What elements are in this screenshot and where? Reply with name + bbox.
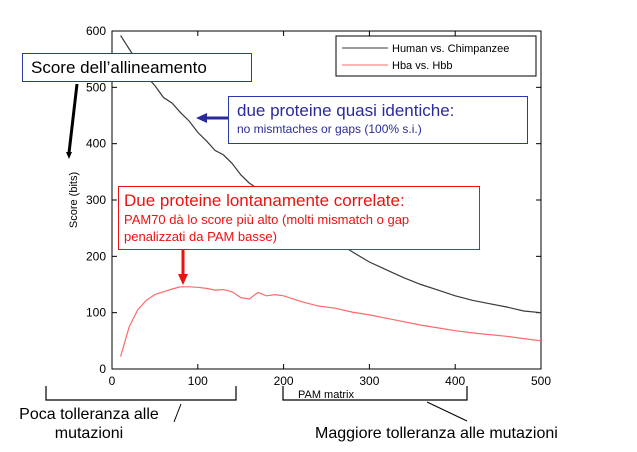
x-tick-label: 0 <box>109 374 116 388</box>
legend: Human vs. Chimpanzee Hba vs. Hbb <box>335 35 537 77</box>
score-label: Score dell’allineamento <box>31 58 207 77</box>
distant-proteins-box: Due proteine lontanamente correlate: PAM… <box>118 186 480 250</box>
identical-arrow-head <box>196 113 207 123</box>
distant-arrow-head <box>178 274 188 285</box>
legend-label-human-chimp: Human vs. Chimpanzee <box>392 43 509 55</box>
x-tick-label: 300 <box>359 374 379 388</box>
low-tolerance-caption: Poca tolleranza alle mutazioni <box>19 406 159 442</box>
low-range-bracket <box>45 386 237 401</box>
x-axis-label: PAM matrix <box>298 389 355 401</box>
y-tick-label: 0 <box>99 362 106 376</box>
y-tick-label: 400 <box>86 137 106 151</box>
series-line-1 <box>120 286 542 357</box>
score-label-box: Score dell’allineamento <box>22 53 252 82</box>
y-tick-label: 100 <box>86 306 106 320</box>
y-tick-label: 300 <box>86 193 106 207</box>
identical-proteins-box: due proteine quasi identiche: no mismtac… <box>228 96 528 144</box>
legend-label-hba-hbb: Hba vs. Hbb <box>392 60 453 72</box>
x-tick-label: 200 <box>274 374 294 388</box>
x-tick-label: 100 <box>188 374 208 388</box>
identical-title: due proteine quasi identiche: <box>237 101 455 120</box>
x-tick-label: 400 <box>445 374 465 388</box>
distant-title: Due proteine lontanamente correlate: <box>124 191 405 210</box>
y-tick-label: 600 <box>86 24 106 38</box>
y-tick-label: 200 <box>86 249 106 263</box>
y-tick-label: 500 <box>86 80 106 94</box>
score-arrow-head <box>66 152 72 159</box>
distant-detail-line-2: penalizzati da PAM basse) <box>124 229 277 244</box>
x-tick-label: 500 <box>531 374 551 388</box>
high-range-bracket <box>282 386 468 401</box>
axis-ticks: 0 100 200 300 400 500 0 100 200 300 400 500 600 <box>86 24 551 388</box>
annotation-arrows <box>66 83 231 285</box>
legend-box <box>335 35 537 77</box>
score-arrow <box>67 83 79 154</box>
identical-detail: no mismtaches or gaps (100% s.i.) <box>237 122 422 136</box>
high-range-pointer <box>426 401 468 422</box>
range-brackets <box>45 386 468 423</box>
distant-detail-line-1: PAM70 dà lo score più alto (molti mismat… <box>124 212 410 227</box>
y-axis-label: Score (bits) <box>68 172 80 228</box>
high-tolerance-caption: Maggiore tolleranza alle mutazioni <box>315 425 558 442</box>
low-range-pointer <box>173 403 182 423</box>
